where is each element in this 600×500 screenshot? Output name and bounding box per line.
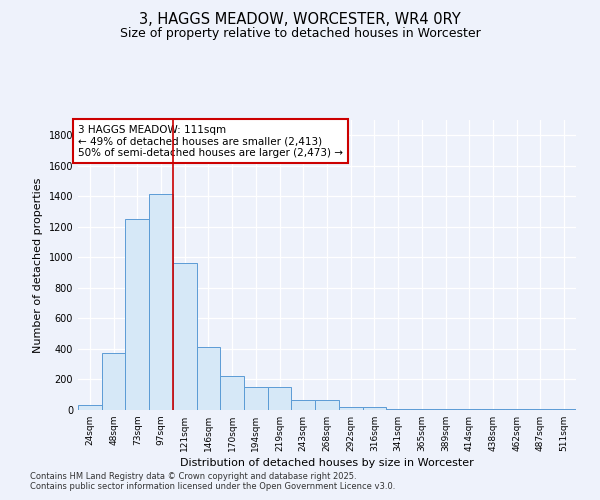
Bar (386, 409, 410, 410)
Bar (268, 387, 292, 410)
Text: Contains public sector information licensed under the Open Government Licence v3: Contains public sector information licen… (30, 482, 395, 491)
Bar (292, 400, 315, 410)
Bar (339, 407, 362, 410)
Bar (102, 353, 125, 410)
Bar (362, 407, 386, 410)
Bar (552, 409, 576, 410)
Bar (505, 409, 529, 410)
Bar (173, 264, 197, 410)
Bar (457, 409, 481, 410)
Bar (78, 406, 102, 410)
Bar (244, 387, 268, 410)
Text: Size of property relative to detached houses in Worcester: Size of property relative to detached ho… (119, 28, 481, 40)
Bar (315, 400, 339, 410)
Bar (434, 409, 457, 410)
Y-axis label: Number of detached properties: Number of detached properties (33, 178, 43, 352)
Bar (125, 219, 149, 410)
Bar (149, 194, 173, 410)
Bar (220, 376, 244, 410)
Bar (410, 409, 434, 410)
Bar (197, 346, 220, 410)
Bar (529, 409, 552, 410)
Text: 3 HAGGS MEADOW: 111sqm
← 49% of detached houses are smaller (2,413)
50% of semi-: 3 HAGGS MEADOW: 111sqm ← 49% of detached… (78, 124, 343, 158)
Text: 3, HAGGS MEADOW, WORCESTER, WR4 0RY: 3, HAGGS MEADOW, WORCESTER, WR4 0RY (139, 12, 461, 28)
Text: Contains HM Land Registry data © Crown copyright and database right 2025.: Contains HM Land Registry data © Crown c… (30, 472, 356, 481)
X-axis label: Distribution of detached houses by size in Worcester: Distribution of detached houses by size … (180, 458, 474, 468)
Bar (481, 409, 505, 410)
